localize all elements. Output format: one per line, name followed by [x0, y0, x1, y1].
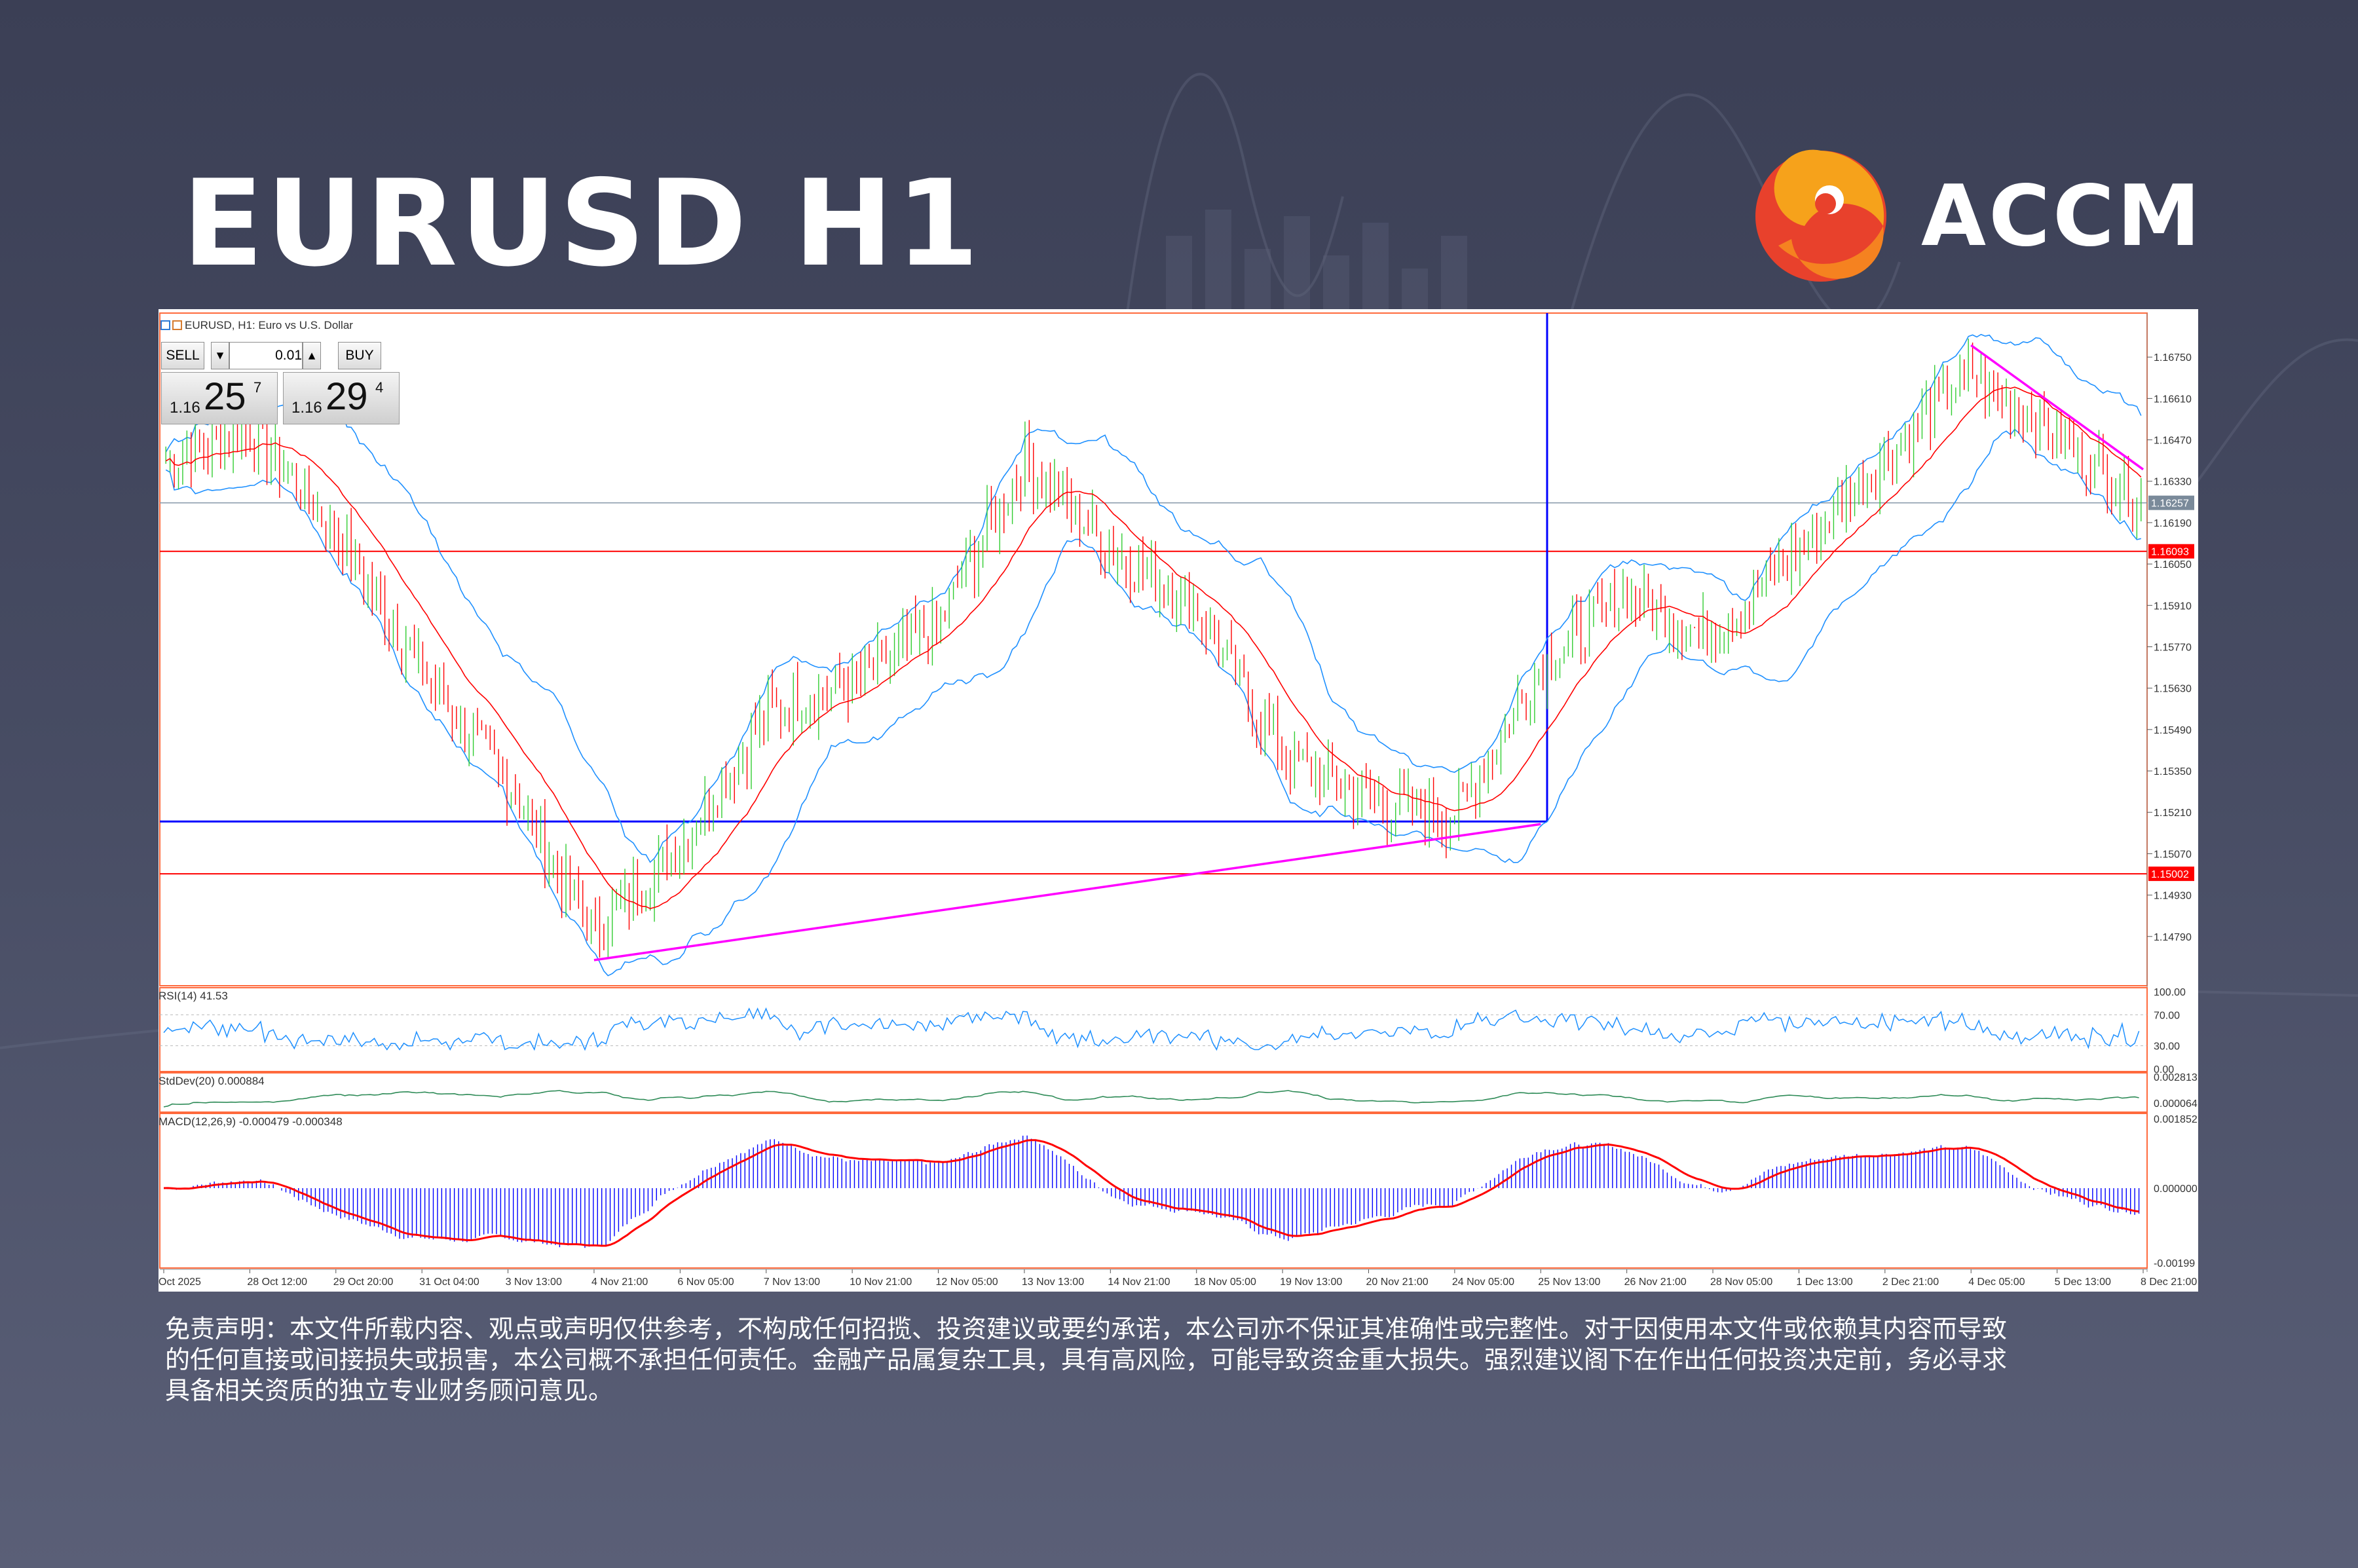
time-tick-label: 8 Dec 21:00: [2141, 1277, 2197, 1288]
chart-panel[interactable]: 1.16257 1.16093 1.15002 1.16750 1.16610 1.16…: [159, 309, 2198, 1292]
time-tick-label: 13 Nov 13:00: [1022, 1277, 1084, 1288]
price-tick-label: 1.16470: [2154, 436, 2192, 447]
price-tick-label: 1.16750: [2154, 352, 2192, 364]
time-tick-label: 14 Nov 21:00: [1108, 1277, 1170, 1288]
rsi-level-label: 30.00: [2154, 1041, 2180, 1053]
rsi-pane-border: [159, 987, 2148, 1072]
trendline: [593, 823, 1541, 961]
disclaimer-line: 免责声明：本文件所载内容、观点或声明仅供参考，不构成任何招揽、投资建议或要约承诺…: [165, 1315, 2008, 1343]
symbol-label: EURUSD, H1: Euro vs U.S. Dollar: [185, 319, 353, 331]
lot-size-input[interactable]: 0.01: [229, 342, 303, 369]
level-label: 1.16093: [2151, 547, 2189, 558]
time-tick-label: 1 Dec 13:00: [1796, 1277, 1852, 1288]
bid-price-box[interactable]: 1.16 25 7: [161, 372, 278, 424]
lot-decrease-button[interactable]: ▾: [211, 342, 229, 369]
price-tick-label: 1.15070: [2154, 849, 2192, 860]
macd-axis-label: 0.000000: [2154, 1184, 2198, 1195]
price-tick-label: 1.16610: [2154, 394, 2192, 405]
time-tick-label: 28 Oct 12:00: [247, 1277, 307, 1288]
time-tick-label: 26 Nov 21:00: [1624, 1277, 1687, 1288]
disclaimer-line: 具备相关资质的独立专业财务顾问意见。: [165, 1376, 614, 1405]
price-tick-label: 1.15910: [2154, 601, 2192, 612]
logo-text: ACCM: [1921, 168, 2203, 265]
price-tick-label: 1.16330: [2154, 477, 2192, 488]
time-tick-label: 20 Nov 21:00: [1366, 1277, 1428, 1288]
buy-button[interactable]: BUY: [338, 342, 381, 369]
disclaimer: 免责声明：本文件所载内容、观点或声明仅供参考，不构成任何招揽、投资建议或要约承诺…: [165, 1314, 2209, 1406]
time-tick-label: 4 Dec 05:00: [1968, 1277, 2025, 1288]
price-tick-label: 1.15630: [2154, 684, 2192, 695]
macd-label: MACD(12,26,9) -0.000479 -0.000348: [159, 1115, 343, 1128]
rsi-level-label: 100.00: [2154, 987, 2186, 998]
price-tick-label: 1.14790: [2154, 932, 2192, 943]
bollinger-upper: [165, 333, 2142, 863]
ask-price-prefix: 1.16: [291, 399, 322, 417]
current-price-label: 1.16257: [2151, 498, 2189, 510]
accm-logo-icon: [1755, 149, 1886, 282]
bid-price-fraction: 7: [253, 379, 262, 396]
stddev-label: StdDev(20) 0.000884: [159, 1075, 265, 1087]
time-tick-label: 12 Nov 05:00: [936, 1277, 998, 1288]
stddev-axis-label: 0.000064: [2154, 1098, 2198, 1110]
price-tick-label: 1.15350: [2154, 766, 2192, 777]
macd-signal-line: [163, 1139, 2139, 1247]
one-click-trading-panel[interactable]: SELL ▾ 0.01 ▴ BUY 1.16 25 7 1.16 29 4: [161, 339, 400, 426]
time-tick-label: 5 Dec 13:00: [2055, 1277, 2111, 1288]
stddev-axis-label: 0.002813: [2154, 1072, 2198, 1083]
ask-price-fraction: 4: [375, 379, 384, 396]
main-pane-border: [159, 312, 2148, 986]
sell-button[interactable]: SELL: [161, 342, 204, 369]
bid-price-pips: 25: [204, 375, 246, 418]
price-tick-label: 1.16050: [2154, 559, 2192, 570]
grid-icon: [160, 320, 170, 330]
lot-increase-button[interactable]: ▴: [303, 342, 321, 369]
time-tick-label: 3 Nov 13:00: [506, 1277, 562, 1288]
price-tick-label: 1.14930: [2154, 891, 2192, 902]
time-tick-label: 28 Nov 05:00: [1710, 1277, 1772, 1288]
rsi-level-label: 70.00: [2154, 1010, 2180, 1021]
rsi-line: [163, 1007, 2140, 1051]
time-tick-label: 6 Nov 05:00: [677, 1277, 734, 1288]
time-tick-label: 10 Nov 21:00: [850, 1277, 912, 1288]
chart-symbol-header: EURUSD, H1: Euro vs U.S. Dollar: [160, 319, 353, 331]
level-marker: [2148, 867, 2194, 882]
price-tick-label: 1.15210: [2154, 808, 2192, 819]
moving-average: [165, 386, 2142, 910]
ask-price-box[interactable]: 1.16 29 4: [283, 372, 400, 424]
price-tick-label: 1.16190: [2154, 518, 2192, 529]
time-tick-label: 24 Nov 05:00: [1452, 1277, 1514, 1288]
current-price-marker: [2148, 495, 2194, 510]
macd-pane-border: [159, 1113, 2148, 1269]
stddev-line: [163, 1090, 2139, 1108]
ask-price-pips: 29: [326, 375, 368, 418]
rsi-label: RSI(14) 41.53: [159, 990, 228, 1002]
time-tick-label: 2 Dec 21:00: [1882, 1277, 1939, 1288]
price-tick-label: 1.15770: [2154, 642, 2192, 653]
level-label: 1.15002: [2151, 869, 2189, 880]
bollinger-lower: [165, 428, 2141, 977]
bid-price-prefix: 1.16: [170, 399, 200, 417]
macd-axis-label: -0.00199: [2154, 1258, 2195, 1269]
time-tick-label: 31 Oct 04:00: [419, 1277, 479, 1288]
trendline: [1970, 344, 2144, 471]
rsi-level-label: 0.00: [2154, 1064, 2174, 1075]
time-tick-label: Oct 2025: [159, 1277, 201, 1288]
time-tick-label: 18 Nov 05:00: [1194, 1277, 1256, 1288]
page-title: EURUSD H1: [182, 154, 982, 293]
brand-logo: ACCM: [1752, 147, 2200, 285]
level-marker: [2148, 544, 2194, 559]
price-tick-label: 1.15490: [2154, 725, 2192, 736]
time-tick-label: 25 Nov 13:00: [1538, 1277, 1600, 1288]
chart-icon: [172, 320, 182, 330]
time-tick-label: 29 Oct 20:00: [333, 1277, 394, 1288]
time-tick-label: 7 Nov 13:00: [764, 1277, 820, 1288]
disclaimer-line: 的任何直接或间接损失或损害，本公司概不承担任何责任。金融产品属复杂工具，具有高风…: [165, 1345, 2008, 1374]
time-tick-label: 4 Nov 21:00: [591, 1277, 648, 1288]
stddev-pane-border: [159, 1072, 2148, 1113]
time-tick-label: 19 Nov 13:00: [1280, 1277, 1342, 1288]
macd-axis-label: 0.001852: [2154, 1114, 2198, 1125]
